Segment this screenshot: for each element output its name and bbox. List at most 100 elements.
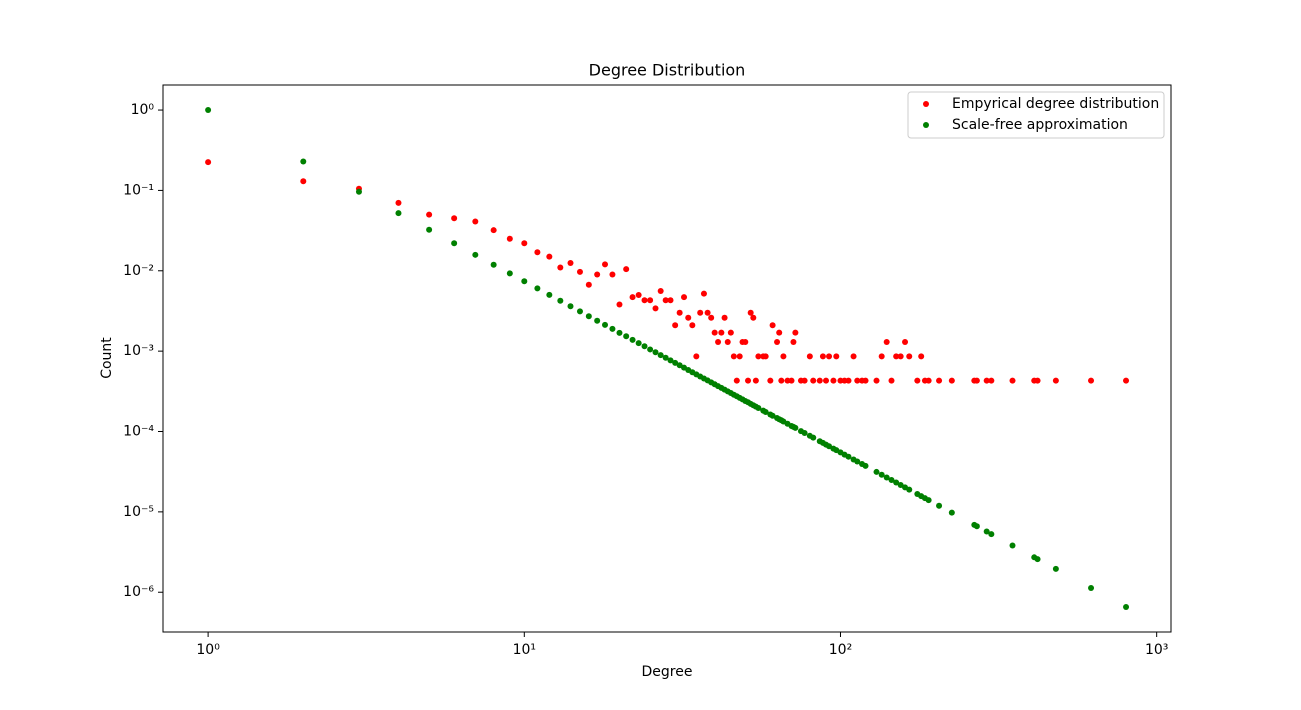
point: [635, 340, 642, 347]
point: [472, 218, 479, 225]
point: [776, 329, 783, 336]
point: [689, 322, 696, 329]
point: [873, 468, 880, 475]
point: [914, 377, 921, 384]
point: [667, 297, 674, 304]
point: [816, 377, 823, 384]
point: [747, 309, 754, 316]
point: [762, 408, 769, 415]
plot-frame: [162, 84, 1172, 633]
point: [1088, 584, 1095, 591]
point: [205, 107, 212, 114]
point: [616, 329, 623, 336]
point: [918, 353, 925, 360]
point: [635, 291, 642, 298]
point: [810, 434, 817, 441]
y-tick-label: 10⁻³: [123, 343, 154, 359]
y-tick-label: 10⁻⁵: [123, 504, 154, 520]
point: [647, 346, 654, 353]
point: [854, 377, 861, 384]
y-tick-label: 10⁻²: [123, 263, 154, 279]
point: [534, 285, 541, 292]
point: [1123, 603, 1130, 610]
point: [681, 294, 688, 301]
point: [657, 352, 664, 359]
chart-title: Degree Distribution: [589, 61, 746, 80]
point: [780, 353, 787, 360]
point: [724, 338, 731, 345]
point: [506, 270, 513, 277]
point: [546, 291, 553, 298]
point: [1009, 377, 1016, 384]
point: [830, 377, 837, 384]
point: [833, 353, 840, 360]
point: [685, 314, 692, 321]
point: [826, 443, 833, 450]
point: [641, 297, 648, 304]
point: [506, 235, 513, 242]
point: [862, 377, 869, 384]
point: [845, 377, 852, 384]
point: [721, 314, 728, 321]
legend-marker: [923, 101, 929, 107]
point: [792, 424, 799, 431]
point: [973, 523, 980, 530]
y-tick-label: 10⁻⁶: [123, 584, 154, 600]
point: [534, 249, 541, 256]
point: [973, 377, 980, 384]
point: [576, 268, 583, 275]
point: [594, 317, 601, 324]
point: [906, 486, 913, 493]
point: [490, 227, 497, 234]
point: [585, 281, 592, 288]
point: [769, 322, 776, 329]
x-tick-label: 10³: [1145, 642, 1168, 658]
point: [546, 253, 553, 260]
point: [906, 353, 913, 360]
point: [652, 305, 659, 312]
point: [769, 412, 776, 419]
point: [948, 509, 955, 516]
point: [925, 497, 932, 504]
point: [667, 357, 674, 364]
x-tick-label: 10⁰: [196, 642, 220, 658]
legend-label: Scale-free approximation: [952, 117, 1128, 133]
point: [395, 199, 402, 206]
point: [873, 377, 880, 384]
point: [718, 329, 725, 336]
point: [672, 322, 679, 329]
point: [1088, 377, 1095, 384]
legend-label: Empyrical degree distribution: [952, 96, 1159, 112]
point: [988, 377, 995, 384]
point: [745, 377, 752, 384]
point: [704, 309, 711, 316]
point: [662, 354, 669, 361]
x-tick-label: 10¹: [513, 642, 536, 658]
y-axis-label: Count: [99, 337, 115, 379]
point: [788, 377, 795, 384]
point: [733, 377, 740, 384]
point: [300, 178, 307, 185]
point: [490, 261, 497, 268]
point: [1052, 377, 1059, 384]
point: [878, 353, 885, 360]
point: [652, 349, 659, 356]
point: [426, 226, 433, 233]
point: [742, 338, 749, 345]
point: [1009, 542, 1016, 549]
point: [883, 474, 890, 481]
x-tick-label: 10²: [829, 642, 852, 658]
point: [936, 502, 943, 509]
point: [711, 329, 718, 336]
point: [893, 479, 900, 486]
point: [806, 353, 813, 360]
point: [676, 309, 683, 316]
point: [801, 377, 808, 384]
point: [602, 261, 609, 268]
y-tick-label: 10⁻¹: [123, 182, 154, 198]
point: [700, 290, 707, 297]
point: [755, 405, 762, 412]
point: [629, 336, 636, 343]
point: [823, 377, 830, 384]
point: [983, 528, 990, 535]
